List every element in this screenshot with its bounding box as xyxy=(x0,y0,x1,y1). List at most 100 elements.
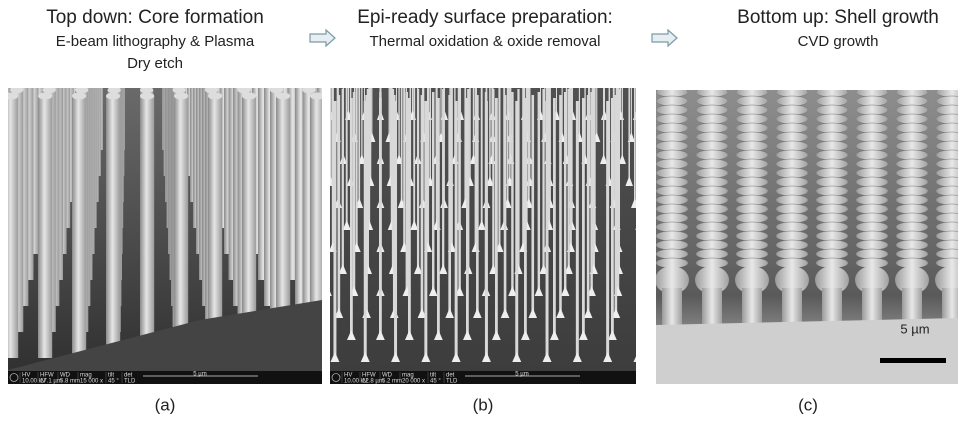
nanowire xyxy=(575,101,579,362)
nanowire-base xyxy=(429,286,438,296)
nanowire xyxy=(427,88,430,252)
nanowire-base xyxy=(542,352,552,362)
nanowire xyxy=(476,95,479,318)
pillar-top xyxy=(171,81,183,87)
nanowire xyxy=(606,101,610,362)
rib xyxy=(815,230,849,242)
pillar-top xyxy=(326,81,338,87)
nanowire xyxy=(578,88,581,142)
rib xyxy=(855,122,889,134)
pillar-top xyxy=(265,58,274,62)
rib xyxy=(775,248,809,260)
rib xyxy=(775,167,809,179)
rib xyxy=(656,176,689,188)
pillar-top xyxy=(326,64,336,69)
rib xyxy=(815,95,849,107)
pillar-top xyxy=(294,46,301,50)
nanowire xyxy=(326,92,328,296)
pillar-top xyxy=(87,64,97,69)
pillar-top xyxy=(117,52,125,56)
nanowire-base xyxy=(587,286,596,296)
nanowire-base xyxy=(556,308,565,318)
nanowire xyxy=(412,88,413,120)
nanowire-base xyxy=(500,308,510,318)
rib xyxy=(815,122,849,134)
rib xyxy=(656,140,689,152)
rib xyxy=(695,212,729,224)
nanowire-base xyxy=(600,154,608,164)
rib xyxy=(855,185,889,197)
rib xyxy=(895,248,929,260)
nanowire xyxy=(388,88,390,142)
nanowire-base xyxy=(572,352,582,362)
rib xyxy=(775,230,809,242)
rib xyxy=(735,104,769,116)
nanowire-base xyxy=(417,308,427,318)
pillar-top xyxy=(270,88,284,94)
rib xyxy=(815,176,849,188)
nanowire xyxy=(636,101,639,362)
rib xyxy=(895,185,929,197)
rib xyxy=(656,239,689,251)
nanowire xyxy=(636,68,637,120)
nanowire-base xyxy=(421,352,431,362)
nanowire xyxy=(435,88,438,230)
bulb xyxy=(815,266,849,294)
rib xyxy=(815,104,849,116)
nanowire xyxy=(413,88,416,230)
rib xyxy=(735,113,769,125)
panel-label: (c) xyxy=(798,395,818,414)
pillar-top xyxy=(229,75,241,81)
rib xyxy=(735,158,769,170)
nanowire xyxy=(352,92,356,296)
nanowire xyxy=(398,88,400,164)
rib xyxy=(895,149,929,161)
info-value: 45 ° xyxy=(430,379,441,385)
pillar-top xyxy=(84,69,95,74)
rib xyxy=(815,149,849,161)
pillar-top xyxy=(233,81,245,87)
pillar-top xyxy=(281,52,289,56)
pillar-top xyxy=(290,58,299,62)
nanowire-base xyxy=(334,308,344,318)
rib xyxy=(855,113,889,125)
nanowire xyxy=(517,89,520,274)
rib xyxy=(656,131,689,143)
pillar-top xyxy=(338,46,345,50)
step-subtitle: CVD growth xyxy=(798,33,879,50)
pillar-top xyxy=(336,69,347,74)
nanowire xyxy=(466,98,469,340)
pillar-top xyxy=(280,69,291,74)
bulb xyxy=(855,266,889,294)
nanowire xyxy=(522,88,525,252)
pillar-top xyxy=(240,58,249,62)
rib xyxy=(775,176,809,188)
pillar-top xyxy=(308,69,319,74)
nanowire-base xyxy=(561,286,570,296)
nanowire-base xyxy=(608,330,617,340)
rib xyxy=(735,185,769,197)
rib xyxy=(656,104,689,116)
nanowire xyxy=(440,88,442,142)
info-value: TLD xyxy=(446,379,458,385)
pillar-top xyxy=(70,52,78,56)
nanowire-base xyxy=(473,308,482,318)
nanowire xyxy=(503,95,507,318)
panel-label: (b) xyxy=(473,395,494,414)
pillar-top xyxy=(199,75,211,81)
nanowire-base xyxy=(391,352,401,362)
pillar-top xyxy=(224,69,235,74)
pillar-top xyxy=(46,52,54,56)
nanowire xyxy=(491,88,493,164)
nanowire-base xyxy=(625,176,633,186)
nanowire xyxy=(542,89,545,274)
nanowire-base xyxy=(564,264,573,274)
rib xyxy=(695,203,729,215)
nanowire xyxy=(337,95,341,318)
rib xyxy=(735,230,769,242)
pillar xyxy=(258,88,270,280)
nanowire xyxy=(608,88,611,186)
nanowire xyxy=(331,88,334,252)
pillar-top xyxy=(65,58,74,62)
nanowire xyxy=(416,89,420,274)
